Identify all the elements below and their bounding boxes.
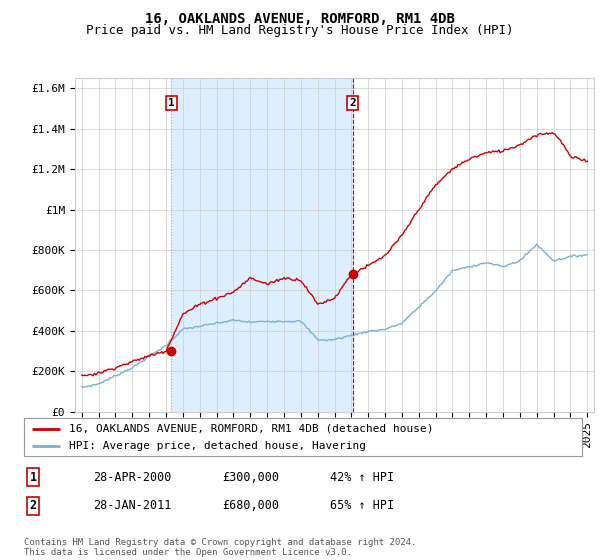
Text: 16, OAKLANDS AVENUE, ROMFORD, RM1 4DB: 16, OAKLANDS AVENUE, ROMFORD, RM1 4DB [145,12,455,26]
Text: 28-APR-2000: 28-APR-2000 [93,470,172,484]
Text: £680,000: £680,000 [222,499,279,512]
Text: £300,000: £300,000 [222,470,279,484]
Text: Price paid vs. HM Land Registry's House Price Index (HPI): Price paid vs. HM Land Registry's House … [86,24,514,36]
Text: HPI: Average price, detached house, Havering: HPI: Average price, detached house, Have… [68,441,365,451]
Text: 65% ↑ HPI: 65% ↑ HPI [330,499,394,512]
Text: 1: 1 [29,470,37,484]
Text: 42% ↑ HPI: 42% ↑ HPI [330,470,394,484]
Text: Contains HM Land Registry data © Crown copyright and database right 2024.
This d: Contains HM Land Registry data © Crown c… [24,538,416,557]
Text: 1: 1 [168,97,175,108]
Text: 2: 2 [29,499,37,512]
Text: 16, OAKLANDS AVENUE, ROMFORD, RM1 4DB (detached house): 16, OAKLANDS AVENUE, ROMFORD, RM1 4DB (d… [68,423,433,433]
Text: 2: 2 [349,97,356,108]
Bar [171,78,353,412]
Text: 28-JAN-2011: 28-JAN-2011 [93,499,172,512]
